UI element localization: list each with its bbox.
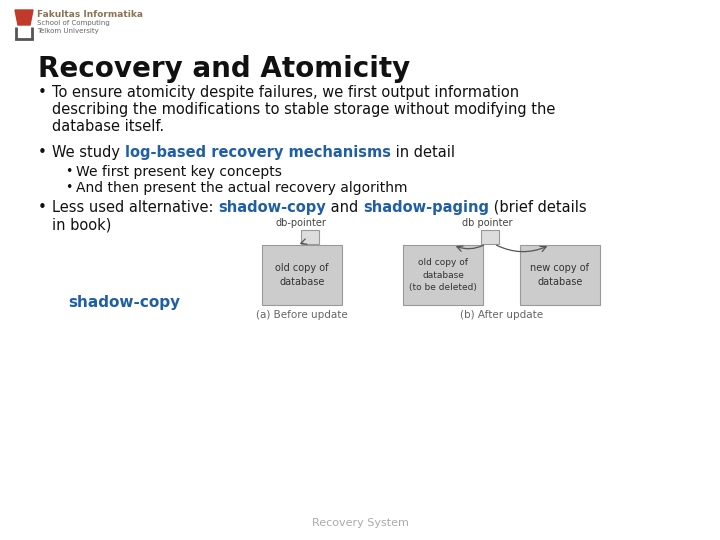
Text: Recovery System: Recovery System bbox=[312, 518, 408, 528]
FancyBboxPatch shape bbox=[262, 245, 342, 305]
Text: •: • bbox=[38, 200, 47, 215]
Text: We first present key concepts: We first present key concepts bbox=[76, 165, 282, 179]
Text: We study: We study bbox=[52, 145, 125, 160]
Text: (b) After update: (b) After update bbox=[460, 310, 543, 320]
Text: in detail: in detail bbox=[391, 145, 454, 160]
Text: in book): in book) bbox=[52, 217, 112, 232]
Text: •: • bbox=[38, 85, 47, 100]
Text: •: • bbox=[65, 181, 73, 194]
Text: log-based recovery mechanisms: log-based recovery mechanisms bbox=[125, 145, 391, 160]
Text: shadow-paging: shadow-paging bbox=[363, 200, 489, 215]
Text: Fakultas Informatika: Fakultas Informatika bbox=[37, 10, 143, 19]
Text: database itself.: database itself. bbox=[52, 119, 164, 134]
Text: Telkom University: Telkom University bbox=[37, 28, 99, 34]
FancyBboxPatch shape bbox=[403, 245, 483, 305]
Text: new copy of
database: new copy of database bbox=[531, 263, 590, 287]
Text: And then present the actual recovery algorithm: And then present the actual recovery alg… bbox=[76, 181, 408, 195]
Text: and: and bbox=[326, 200, 363, 215]
Text: •: • bbox=[38, 145, 47, 160]
FancyBboxPatch shape bbox=[520, 245, 600, 305]
Text: To ensure atomicity despite failures, we first output information: To ensure atomicity despite failures, we… bbox=[52, 85, 519, 100]
Text: (brief details: (brief details bbox=[489, 200, 586, 215]
Text: School of Computing: School of Computing bbox=[37, 20, 109, 26]
Text: Recovery and Atomicity: Recovery and Atomicity bbox=[38, 55, 410, 83]
Polygon shape bbox=[15, 10, 33, 25]
Text: (a) Before update: (a) Before update bbox=[256, 310, 348, 320]
Text: db pointer: db pointer bbox=[462, 218, 513, 228]
Text: describing the modifications to stable storage without modifying the: describing the modifications to stable s… bbox=[52, 102, 555, 117]
Text: db-pointer: db-pointer bbox=[275, 218, 326, 228]
Text: shadow-copy: shadow-copy bbox=[68, 295, 180, 310]
Text: old copy of
database: old copy of database bbox=[275, 263, 329, 287]
Text: •: • bbox=[65, 165, 73, 178]
Text: shadow-copy: shadow-copy bbox=[218, 200, 326, 215]
FancyBboxPatch shape bbox=[481, 230, 499, 244]
Text: old copy of
database
(to be deleted): old copy of database (to be deleted) bbox=[409, 258, 477, 292]
FancyBboxPatch shape bbox=[301, 230, 319, 244]
Text: Less used alternative:: Less used alternative: bbox=[52, 200, 218, 215]
